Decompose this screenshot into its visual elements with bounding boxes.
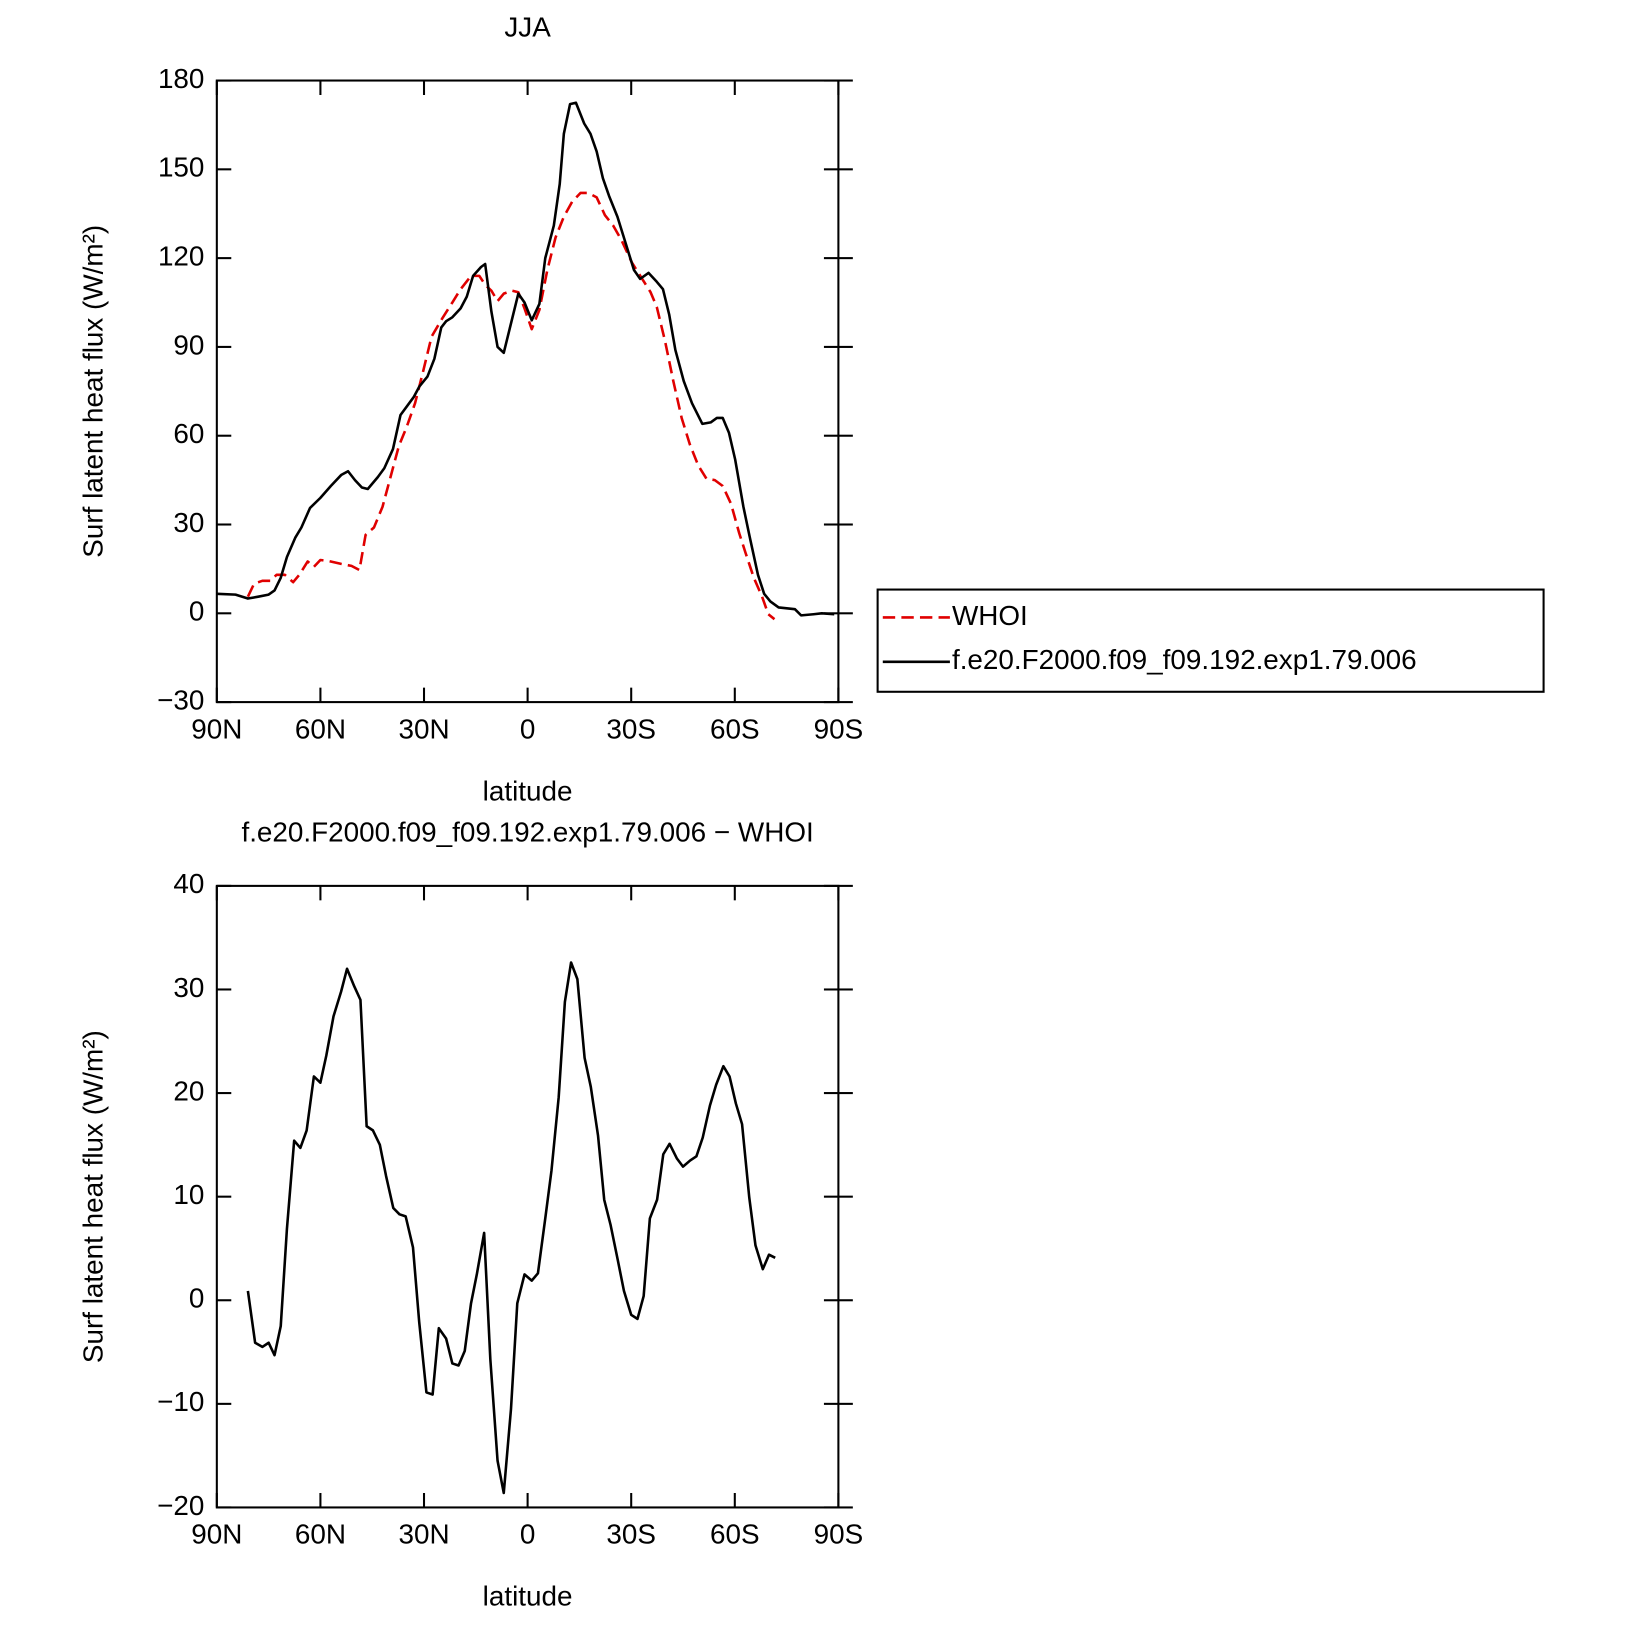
y-tick-label: 120 bbox=[158, 240, 204, 271]
y-tick-label: 0 bbox=[189, 1283, 204, 1314]
x-tick-label: 90S bbox=[814, 1519, 864, 1550]
legend-label: WHOI bbox=[952, 600, 1028, 631]
x-tick-label: 60N bbox=[295, 713, 346, 744]
y-tick-label: 0 bbox=[189, 596, 204, 627]
y-tick-label: −20 bbox=[157, 1490, 204, 1521]
x-tick-label: 90S bbox=[814, 713, 864, 744]
y-tick-label: 30 bbox=[173, 507, 204, 538]
x-tick-label: 0 bbox=[520, 713, 536, 744]
y-axis-label: Surf latent heat flux (W/m²) bbox=[77, 1030, 108, 1363]
legend-box bbox=[876, 588, 1545, 693]
x-tick-label: 30N bbox=[398, 713, 449, 744]
chart-title: f.e20.F2000.f09_f09.192.exp1.79.006 − WH… bbox=[241, 817, 813, 848]
x-tick-label: 30S bbox=[606, 1519, 656, 1550]
y-tick-label: 30 bbox=[173, 972, 204, 1003]
x-tick-label: 60S bbox=[710, 1519, 760, 1550]
y-tick-label: 10 bbox=[173, 1179, 204, 1210]
y-tick-label: −10 bbox=[157, 1386, 204, 1417]
x-tick-label: 90N bbox=[191, 1519, 242, 1550]
plot-frame bbox=[215, 79, 840, 704]
y-tick-label: 180 bbox=[158, 63, 204, 94]
x-tick-label: 30N bbox=[398, 1519, 449, 1550]
data-line bbox=[216, 101, 835, 617]
data-line bbox=[246, 961, 776, 1495]
x-tick-label: 60N bbox=[295, 1519, 346, 1550]
y-tick-label: −30 bbox=[157, 684, 204, 715]
y-tick-label: 20 bbox=[173, 1075, 204, 1106]
plot-frame bbox=[215, 884, 840, 1509]
x-axis-label: latitude bbox=[483, 775, 573, 806]
y-tick-label: 40 bbox=[173, 868, 204, 899]
y-tick-label: 150 bbox=[158, 152, 204, 183]
y-tick-label: 60 bbox=[173, 418, 204, 449]
x-tick-label: 60S bbox=[710, 713, 760, 744]
y-axis-label: Surf latent heat flux (W/m²) bbox=[77, 225, 108, 558]
chart-title: JJA bbox=[504, 11, 551, 42]
x-tick-label: 90N bbox=[191, 713, 242, 744]
y-tick-label: 90 bbox=[173, 329, 204, 360]
legend-label: f.e20.F2000.f09_f09.192.exp1.79.006 bbox=[952, 644, 1417, 675]
data-line bbox=[246, 191, 776, 621]
x-axis-label: latitude bbox=[483, 1581, 573, 1612]
x-tick-label: 0 bbox=[520, 1519, 536, 1550]
x-tick-label: 30S bbox=[606, 713, 656, 744]
